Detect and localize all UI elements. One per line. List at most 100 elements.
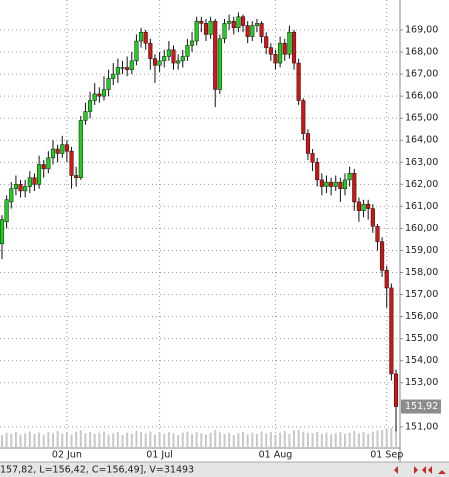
volume-bar <box>61 433 64 448</box>
volume-bar <box>144 433 147 448</box>
scroll-buttons[interactable] <box>394 466 446 474</box>
volume-bar <box>353 430 356 448</box>
volume-bar <box>158 432 161 448</box>
volume-bar <box>19 434 22 448</box>
zoom-out[interactable] <box>422 466 432 474</box>
volume-bar <box>51 433 54 448</box>
volume-bar <box>47 432 50 448</box>
volume-bar <box>195 432 198 448</box>
y-tick-label: 164,00 <box>405 135 438 146</box>
candle-body <box>352 173 357 203</box>
candle-body <box>227 20 232 24</box>
candle-body <box>55 148 60 154</box>
volume-bar <box>135 430 138 448</box>
candle-body <box>268 47 273 55</box>
candle-body <box>139 31 144 42</box>
volume-bar <box>93 433 96 448</box>
candle-body <box>0 219 5 245</box>
volume-bar <box>204 434 207 448</box>
volume-bar <box>237 433 240 448</box>
x-tick-label: 01 Jul <box>146 450 173 461</box>
volume-bar <box>14 432 17 448</box>
candle-body <box>9 188 14 203</box>
volume-bar <box>381 429 384 448</box>
candle-body <box>333 181 338 187</box>
zoom-in[interactable] <box>438 470 446 474</box>
candle-body <box>203 23 209 35</box>
volume-bar <box>390 428 393 448</box>
volume-bar <box>265 433 268 448</box>
candle-body <box>393 373 399 407</box>
candle-body <box>324 181 329 187</box>
volume-bar <box>191 433 194 448</box>
candle-body <box>347 173 352 181</box>
volume-bar <box>98 432 101 448</box>
volume-bar <box>232 435 235 448</box>
last-price-label: 151,92 <box>405 401 438 412</box>
candle-body <box>380 241 385 271</box>
volume-bar <box>362 432 365 448</box>
y-tick-label: 169,00 <box>405 24 438 35</box>
candle-body <box>166 49 171 57</box>
y-tick-label: 167,00 <box>405 69 438 80</box>
candle-body <box>176 60 181 64</box>
candle-body <box>148 42 153 59</box>
candle-body <box>4 199 9 223</box>
candle-body <box>370 208 375 227</box>
scroll-right[interactable] <box>414 466 418 474</box>
candle-body <box>129 60 134 70</box>
candle-body <box>106 78 111 90</box>
y-tick-label: 151,00 <box>405 421 438 432</box>
candle-body <box>319 179 324 187</box>
volume-bar <box>56 430 59 448</box>
y-tick-label: 159,00 <box>405 245 438 256</box>
candle-body <box>120 67 125 69</box>
x-tick-label: 02 Jun <box>52 450 82 461</box>
candle-body <box>259 23 264 37</box>
candle-body <box>366 203 371 209</box>
volume-bar <box>330 434 333 448</box>
y-tick-label: 154,00 <box>405 355 438 366</box>
volume-bar <box>107 434 110 448</box>
volume-bar <box>255 433 258 448</box>
volume-bar <box>297 429 300 448</box>
candle-body <box>64 144 69 152</box>
volume-bar <box>325 432 328 448</box>
candle-body <box>41 164 46 170</box>
scroll-left[interactable] <box>394 466 398 474</box>
y-tick-label: 168,00 <box>405 47 438 58</box>
volume-bar <box>186 431 189 448</box>
x-tick-label: 01 Aug <box>259 450 293 461</box>
volume-bar <box>65 432 68 448</box>
candle-body <box>236 16 241 29</box>
candle-body <box>278 42 283 64</box>
candle-body <box>83 111 88 121</box>
volume-bar <box>121 435 124 448</box>
volume-bar <box>70 434 73 448</box>
candle-body <box>240 16 246 26</box>
candle-body <box>389 287 394 375</box>
volume-bar <box>371 431 374 448</box>
volume-bar <box>1 435 3 448</box>
candle-body <box>88 100 93 112</box>
volume-bar <box>79 430 82 448</box>
candle-body <box>222 23 227 40</box>
y-tick-label: 155,00 <box>405 333 438 344</box>
y-tick-label: 162,00 <box>405 179 438 190</box>
candle-body <box>245 25 250 37</box>
volume-bar <box>24 433 27 448</box>
candle-body <box>291 31 297 64</box>
volume-bar <box>75 431 78 448</box>
candle-body <box>143 31 148 44</box>
candle-body <box>111 73 116 79</box>
candle-body <box>231 20 236 29</box>
candle-body <box>115 67 120 75</box>
x-tick-label: 01 Sep <box>370 450 403 461</box>
volume-bar <box>260 431 263 448</box>
candle-body <box>125 67 130 70</box>
candle-body <box>208 20 213 35</box>
volume-bar <box>246 434 249 448</box>
candle-body <box>356 201 361 212</box>
volume-bar <box>357 433 360 448</box>
